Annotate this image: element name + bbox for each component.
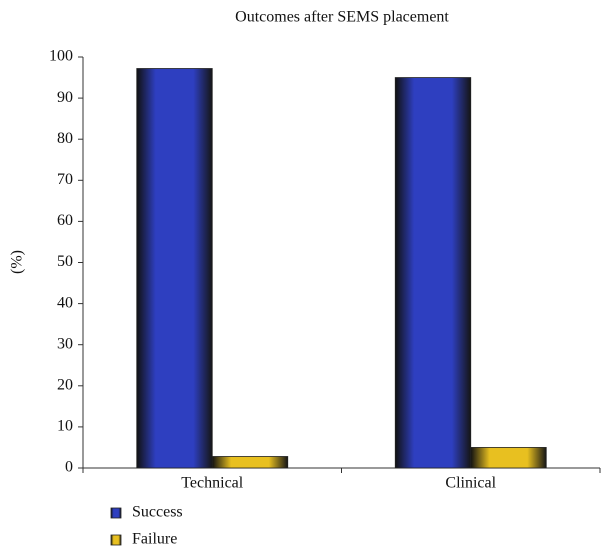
bar: [470, 447, 547, 469]
y-tick-label: 20: [57, 376, 73, 393]
y-axis-label: (%): [9, 250, 26, 274]
y-tick-label: 10: [57, 418, 73, 435]
y-tick-label: 0: [65, 459, 73, 476]
legend-label: Success: [132, 504, 183, 521]
y-tick-label: 50: [57, 253, 73, 270]
y-tick-label: 80: [57, 130, 73, 147]
legend-swatch: [110, 507, 122, 519]
y-tick-label: 100: [49, 48, 73, 65]
y-tick-label: 30: [57, 335, 73, 352]
y-tick-label: 40: [57, 294, 73, 311]
legend-swatch: [110, 534, 122, 546]
bar: [211, 456, 289, 469]
legend-label: Failure: [132, 531, 177, 548]
y-tick-label: 70: [57, 171, 73, 188]
x-tick-label: Technical: [181, 475, 244, 492]
bar: [394, 77, 472, 469]
x-tick-label: Clinical: [445, 475, 496, 492]
bar: [136, 68, 213, 469]
chart-title: Outcomes after SEMS placement: [235, 9, 449, 26]
y-tick-label: 60: [57, 212, 73, 229]
y-tick-label: 90: [57, 89, 73, 106]
